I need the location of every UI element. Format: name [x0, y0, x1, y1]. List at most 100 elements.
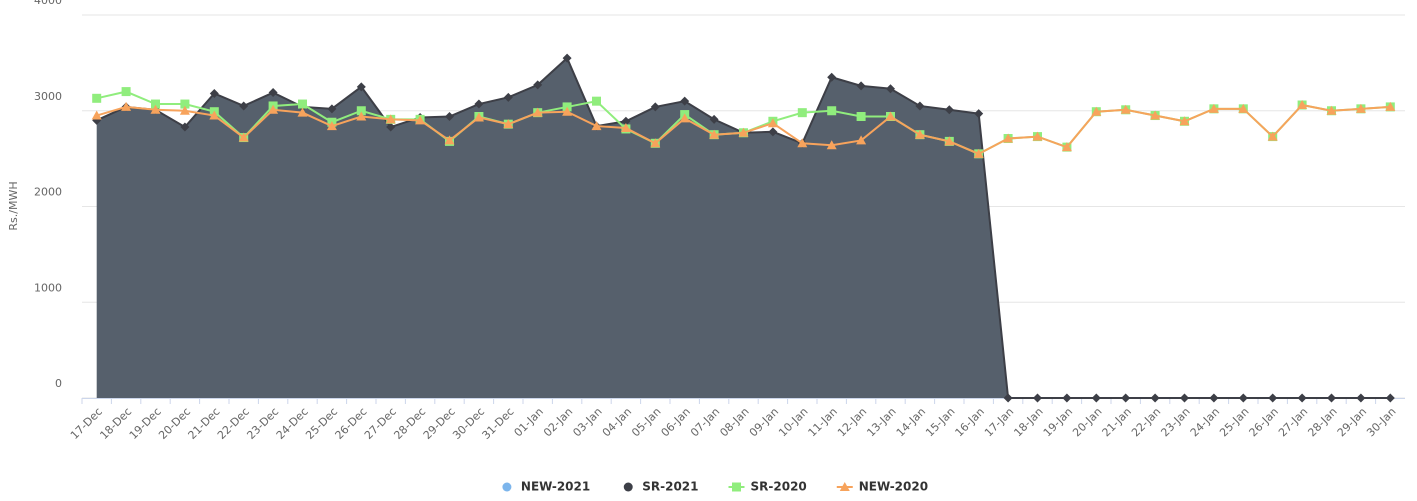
y-tick-label: 3000: [34, 90, 62, 103]
marker: [1356, 393, 1366, 403]
marker: [1121, 393, 1131, 403]
y-tick-label: 0: [55, 377, 62, 390]
marker: [1150, 110, 1161, 120]
marker: [1267, 131, 1278, 141]
marker: [445, 111, 454, 121]
x-tick-label: 18-Jan: [1011, 405, 1045, 439]
marker: [767, 118, 778, 128]
x-tick-label: 26-Jan: [1247, 405, 1281, 439]
marker: [533, 80, 543, 90]
marker: [826, 140, 837, 150]
x-tick-label: 28-Jan: [1305, 405, 1339, 439]
x-tick-label: 27-Dec: [362, 405, 399, 442]
x-tick-label: 23-Dec: [244, 405, 281, 442]
marker: [121, 87, 131, 97]
x-tick-label: 06-Jan: [659, 405, 693, 439]
x-tick-label: 29-Dec: [421, 405, 458, 442]
marker: [856, 81, 866, 91]
marker: [827, 72, 837, 82]
x-tick-label: 19-Dec: [127, 405, 164, 442]
marker: [180, 99, 190, 109]
marker: [1033, 393, 1042, 403]
x-tick-label: 02-Jan: [541, 405, 575, 439]
marker: [797, 108, 807, 118]
marker: [1385, 101, 1396, 111]
marker: [944, 105, 954, 115]
marker: [1297, 393, 1307, 403]
marker: [268, 104, 279, 114]
area: [96, 58, 1391, 399]
x-tick-label: 15-Jan: [923, 405, 957, 439]
marker: [327, 104, 337, 114]
marker: [914, 129, 925, 139]
x-tick-label: 21-Dec: [186, 405, 223, 442]
marker: [1355, 103, 1366, 113]
marker: [268, 88, 278, 98]
x-tick-label: 21-Jan: [1100, 405, 1134, 439]
marker: [473, 112, 484, 122]
marker: [1120, 104, 1131, 114]
x-tick-label: 18-Dec: [97, 405, 134, 442]
marker: [1209, 393, 1219, 403]
x-tick-label: 22-Dec: [215, 405, 252, 442]
marker: [1032, 131, 1043, 141]
x-tick-label: 03-Jan: [570, 405, 604, 439]
marker: [1150, 393, 1160, 403]
x-tick-label: 19-Jan: [1041, 405, 1075, 439]
legend-label: SR-2020: [751, 480, 807, 494]
marker: [415, 115, 426, 125]
x-tick-label: 24-Jan: [1188, 405, 1222, 439]
marker: [650, 102, 660, 112]
x-tick-label: 25-Jan: [1217, 405, 1251, 439]
legend-label: NEW-2020: [859, 480, 928, 494]
marker: [974, 109, 984, 119]
marker: [680, 96, 690, 106]
marker: [1327, 393, 1336, 403]
marker: [1003, 133, 1014, 143]
x-tick-label: 01-Jan: [512, 405, 546, 439]
x-tick-label: 27-Jan: [1276, 405, 1310, 439]
marker: [356, 82, 366, 92]
marker: [1238, 103, 1249, 113]
x-tick-label: 11-Jan: [806, 405, 840, 439]
marker: [856, 135, 867, 145]
marker: [768, 127, 778, 137]
marker: [679, 113, 690, 123]
marker: [623, 482, 633, 492]
x-tick-label: 04-Jan: [600, 405, 634, 439]
marker: [356, 111, 367, 121]
x-tick-label: 23-Jan: [1158, 405, 1192, 439]
marker: [150, 104, 161, 114]
marker: [885, 111, 896, 121]
x-tick-label: 08-Jan: [717, 405, 751, 439]
marker: [944, 136, 955, 146]
marker: [209, 89, 219, 99]
marker: [709, 114, 719, 124]
legend: NEW-2021 SR-2021 SR-2020 NEW-2020: [502, 480, 928, 494]
x-tick-label: 14-Jan: [894, 405, 928, 439]
marker: [180, 122, 190, 132]
marker: [1179, 116, 1190, 126]
x-tick-label: 09-Jan: [747, 405, 781, 439]
x-tick-label: 07-Jan: [688, 405, 722, 439]
marker: [298, 99, 307, 109]
legend-label: NEW-2021: [521, 480, 590, 494]
marker: [1208, 103, 1219, 113]
y-tick-label: 2000: [34, 186, 62, 199]
x-tick-label: 30-Jan: [1364, 405, 1398, 439]
marker: [738, 127, 749, 137]
marker: [732, 482, 741, 492]
marker: [1385, 393, 1395, 403]
x-tick-label: 17-Jan: [982, 405, 1016, 439]
legend-label: SR-2021: [642, 480, 698, 494]
x-tick-label: 17-Dec: [68, 405, 105, 442]
x-tick-label: 20-Jan: [1070, 405, 1104, 439]
marker: [856, 111, 866, 121]
marker: [915, 101, 925, 111]
marker: [1003, 393, 1013, 403]
marker: [121, 101, 132, 111]
marker: [386, 122, 396, 132]
y-tick-label: 1000: [34, 281, 62, 294]
